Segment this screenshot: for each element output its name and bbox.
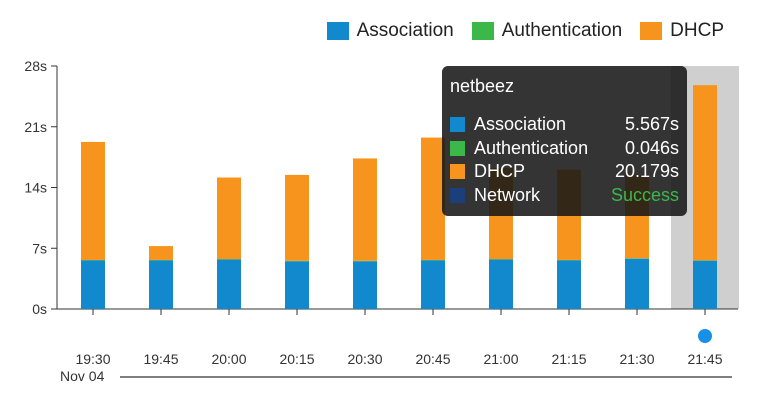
- legend-label-association: Association: [356, 20, 454, 41]
- legend-swatch-association: [326, 22, 349, 40]
- tooltip-row-authentication: Authentication 0.046s: [450, 137, 679, 161]
- tooltip-value-dhcp: 20.179s: [614, 161, 679, 182]
- bar-association-2015[interactable]: [285, 261, 309, 309]
- legend-label-dhcp: DHCP: [670, 20, 724, 41]
- tooltip-swatch-authentication: [450, 140, 465, 156]
- x-tick-label: 19:45: [143, 351, 178, 367]
- y-tick-label: 21s: [24, 119, 47, 135]
- bar-association-2145[interactable]: [693, 260, 717, 309]
- x-tick-label: 20:15: [279, 351, 314, 367]
- tooltip-row-association: Association 5.567s: [450, 113, 679, 137]
- y-tick-label: 28s: [24, 58, 47, 74]
- bar-dhcp-2000[interactable]: [217, 177, 241, 260]
- bar-dhcp-2145[interactable]: [693, 85, 717, 261]
- legend-item-association[interactable]: Association: [326, 20, 454, 42]
- bar-association-2130[interactable]: [625, 258, 649, 309]
- bar-dhcp-1930[interactable]: [81, 141, 105, 260]
- tooltip-swatch-dhcp: [450, 164, 465, 180]
- navigator-date-label: Nov 04: [60, 368, 105, 384]
- tooltip-label-authentication: Authentication: [474, 137, 589, 158]
- x-tick-label: 20:30: [347, 351, 382, 367]
- tooltip-row-network: Network Success: [450, 184, 679, 208]
- tooltip-swatch-network: [450, 187, 465, 203]
- bar-association-2115[interactable]: [557, 260, 581, 309]
- x-tick-label: 20:45: [415, 351, 450, 367]
- legend-swatch-authentication: [471, 22, 494, 40]
- bar-dhcp-1945[interactable]: [149, 246, 173, 260]
- tooltip-title: netbeez: [450, 76, 515, 96]
- bar-dhcp-2030[interactable]: [353, 158, 377, 261]
- selected-point-marker[interactable]: [698, 329, 712, 343]
- x-tick-label: 21:15: [551, 351, 586, 367]
- legend-swatch-dhcp: [640, 22, 663, 40]
- tooltip-value-network: Success: [610, 184, 679, 205]
- legend-label-authentication: Authentication: [501, 20, 623, 41]
- legend-item-dhcp[interactable]: DHCP: [640, 20, 724, 42]
- bar-association-1945[interactable]: [149, 260, 173, 309]
- x-tick-label: 19:30: [75, 351, 110, 367]
- bar-dhcp-2015[interactable]: [285, 174, 309, 261]
- bar-association-1930[interactable]: [81, 260, 105, 309]
- bar-association-2045[interactable]: [421, 260, 445, 309]
- tooltip-value-authentication: 0.046s: [624, 137, 679, 158]
- legend: Association Authentication DHCP: [326, 20, 724, 42]
- bar-association-2000[interactable]: [217, 259, 241, 309]
- tooltip-label-network: Network: [474, 184, 541, 205]
- y-tick-label: 14s: [24, 180, 47, 196]
- x-tick-label: 21:30: [619, 351, 654, 367]
- y-tick-label: 0s: [32, 301, 47, 317]
- x-tick-label: 21:45: [687, 351, 722, 367]
- bar-association-2030[interactable]: [353, 261, 377, 309]
- tooltip-row-dhcp: DHCP 20.179s: [450, 160, 679, 184]
- tooltip: netbeez Association 5.567s Authenticatio…: [442, 66, 687, 216]
- tooltip-swatch-association: [450, 117, 465, 133]
- x-tick-label: 20:00: [211, 351, 246, 367]
- bar-dhcp-2045[interactable]: [421, 137, 445, 260]
- x-tick-label: 21:00: [483, 351, 518, 367]
- bar-association-2100[interactable]: [489, 259, 513, 309]
- legend-item-authentication[interactable]: Authentication: [471, 20, 623, 42]
- tooltip-label-association: Association: [474, 114, 567, 135]
- tooltip-label-dhcp: DHCP: [474, 161, 526, 182]
- y-tick-label: 7s: [32, 240, 47, 256]
- tooltip-value-association: 5.567s: [624, 114, 679, 135]
